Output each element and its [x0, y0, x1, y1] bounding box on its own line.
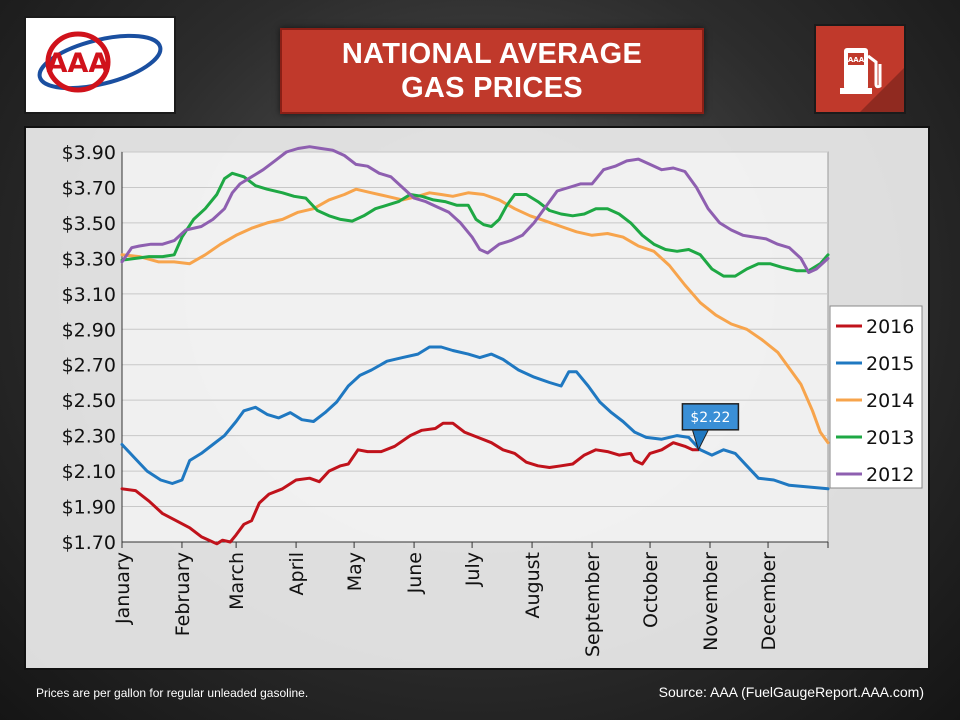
x-tick-label: December [758, 552, 780, 651]
y-tick-label: $3.30 [62, 248, 116, 270]
plot-area [121, 151, 829, 543]
annotation-box [681, 403, 740, 431]
series-line-2012 [120, 145, 830, 274]
footnote: Prices are per gallon for regular unlead… [36, 686, 309, 700]
legend-box [829, 305, 923, 489]
legend-label-2015: 2015 [866, 353, 914, 375]
legend-label-2014: 2014 [866, 390, 914, 412]
legend-label-2012: 2012 [866, 464, 914, 486]
y-tick-label: $2.10 [62, 461, 116, 483]
y-tick-label: $3.90 [62, 142, 116, 164]
annotation: $2.22 [681, 403, 740, 452]
gridlines [121, 151, 829, 543]
aaa-logo-graphic: AAA [37, 31, 163, 93]
annotation-label: $2.22 [690, 410, 730, 426]
y-tick-label: $1.70 [62, 532, 116, 554]
x-tick-label: April [286, 552, 308, 595]
x-tick-label: March [226, 552, 248, 610]
y-tick-label: $2.90 [62, 319, 116, 341]
gas-pump-icon: AAA [840, 48, 904, 112]
x-tick-label: July [462, 552, 484, 587]
x-tick-label: September [582, 552, 604, 657]
y-tick-label: $2.70 [62, 355, 116, 377]
y-tick-label: $3.10 [62, 284, 116, 306]
series-line-2014 [120, 187, 830, 445]
y-tick-label: $1.90 [62, 497, 116, 519]
x-tick-label: November [700, 552, 722, 651]
legend: 2016 2015 2014 2013 2012 [829, 305, 923, 489]
y-tick-label: $2.30 [62, 426, 116, 448]
logo-text: AAA [47, 48, 110, 79]
y-tick-label: $3.50 [62, 213, 116, 235]
x-tick-label: May [344, 552, 366, 591]
chart-panel: $1.70 $1.90 $2.10 $2.30 $2.50 $2.70 $2.90 $3.10… [24, 126, 930, 670]
series-line-2016 [120, 421, 700, 546]
series-lines [120, 145, 830, 546]
source-credit: Source: AAA (FuelGaugeReport.AAA.com) [658, 684, 924, 700]
axes: $1.70 $1.90 $2.10 $2.30 $2.50 $2.70 $2.90 $3.10… [62, 142, 829, 657]
page-title: NATIONAL AVERAGE GAS PRICES [280, 28, 704, 114]
x-tick-label: February [172, 552, 194, 636]
y-tick-label: $2.50 [62, 390, 116, 412]
pump-logo-text: AAA [848, 56, 865, 64]
title-line-2: GAS PRICES [401, 72, 583, 104]
legend-label-2016: 2016 [866, 316, 914, 338]
x-tick-label: June [404, 552, 426, 594]
series-line-2013 [120, 171, 830, 278]
x-tick-label: August [522, 552, 544, 619]
gas-price-chart: $1.70 $1.90 $2.10 $2.30 $2.50 $2.70 $2.90 $3.10… [62, 142, 923, 657]
series-line-2015 [120, 345, 830, 491]
title-line-1: NATIONAL AVERAGE [341, 38, 643, 70]
x-tick-label: October [640, 552, 662, 628]
legend-label-2013: 2013 [866, 427, 914, 449]
aaa-logo: AAA [24, 16, 176, 114]
gas-pump-badge: AAA [814, 24, 906, 114]
y-tick-label: $3.70 [62, 177, 116, 199]
x-tick-label: January [112, 552, 134, 625]
